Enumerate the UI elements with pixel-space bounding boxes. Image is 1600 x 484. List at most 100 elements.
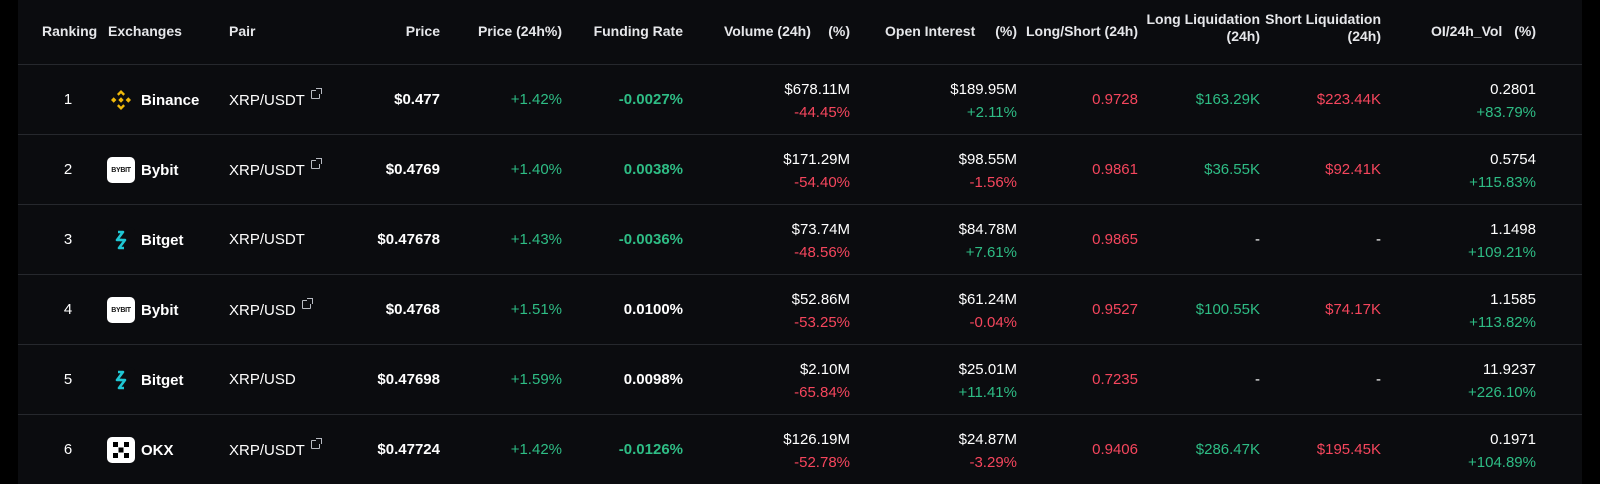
volume-cell: $2.10M -65.84%: [750, 358, 850, 404]
rank-cell: 3: [63, 231, 73, 248]
header-exchanges[interactable]: Exchanges: [108, 23, 182, 39]
external-link-icon[interactable]: [301, 298, 313, 309]
oi-vol-pct: +109.21%: [1468, 244, 1536, 261]
volume-value: $73.74M: [791, 221, 850, 238]
rank-cell: 5: [63, 371, 73, 388]
exchange-cell[interactable]: BYBIT Bybit: [107, 297, 179, 323]
long-short-cell: 0.7235: [1092, 371, 1138, 388]
open-interest-value: $84.78M: [958, 221, 1017, 238]
price-change-cell: +1.51%: [510, 301, 562, 318]
price-change-cell: +1.42%: [510, 441, 562, 458]
table-header: Ranking Exchanges Pair Price Price (24h%…: [18, 0, 1582, 65]
exchange-cell[interactable]: OKX: [107, 437, 174, 463]
pair-cell[interactable]: XRP/USDT: [229, 158, 322, 181]
oi-vol-value: 11.9237: [1482, 361, 1536, 378]
exchange-cell[interactable]: Binance: [107, 87, 199, 113]
bybit-logo-icon: BYBIT: [107, 297, 135, 323]
header-short-liquidation-line2: (24h): [1347, 28, 1381, 44]
bybit-logo-text: BYBIT: [111, 306, 131, 314]
header-price-change[interactable]: Price (24h%): [477, 23, 562, 39]
header-long-short[interactable]: Long/Short (24h): [1026, 23, 1138, 39]
open-interest-pct: +7.61%: [965, 244, 1017, 261]
oi-vol-cell: 0.5754 +115.83%: [1416, 148, 1536, 194]
header-oi-vol[interactable]: OI/24h_Vol: [1431, 23, 1503, 39]
pair-cell[interactable]: XRP/USDT: [229, 88, 322, 111]
volume-pct: -54.40%: [794, 174, 850, 191]
price-change-cell: +1.59%: [510, 371, 562, 388]
exchange-name: Bybit: [141, 301, 179, 319]
bitget-logo-icon: [107, 227, 135, 253]
oi-vol-value: 0.5754: [1490, 151, 1536, 168]
table-row[interactable]: 5 Bitget XRP/USD $0.47698 +1.59% 0.0098% $2.10…: [18, 345, 1582, 415]
exchange-cell[interactable]: Bitget: [107, 227, 184, 253]
pair-cell[interactable]: XRP/USDT: [229, 438, 322, 461]
oi-vol-pct: +226.10%: [1468, 384, 1536, 401]
pair-cell[interactable]: XRP/USD: [229, 370, 296, 390]
header-volume[interactable]: Volume (24h): [724, 23, 811, 39]
header-oi-pct[interactable]: (%): [995, 23, 1017, 39]
external-link-icon[interactable]: [310, 158, 322, 169]
rank-cell: 6: [63, 441, 73, 458]
funding-rate-cell: 0.0100%: [623, 301, 683, 318]
header-ranking[interactable]: Ranking: [42, 23, 98, 39]
price-cell: $0.47678: [377, 231, 440, 248]
header-funding-rate[interactable]: Funding Rate: [593, 23, 683, 39]
pair-cell[interactable]: XRP/USDT: [229, 230, 305, 250]
price-change-cell: +1.43%: [510, 231, 562, 248]
bitget-logo-icon: [107, 367, 135, 393]
table-row[interactable]: 4 BYBIT Bybit XRP/USD $0.4768 +1.51% 0.0100% $5…: [18, 275, 1582, 345]
volume-value: $678.11M: [784, 81, 850, 98]
open-interest-value: $189.95M: [950, 81, 1017, 98]
oi-vol-cell: 1.1585 +113.82%: [1416, 288, 1536, 334]
table-row[interactable]: 6 OKX XRP/USDT $0.47724 +1.42% -0.0126% $126.1…: [18, 415, 1582, 484]
short-liquidation-cell: -: [1376, 371, 1381, 388]
header-short-liquidation-line1: Short Liquidation: [1265, 11, 1381, 27]
table-row[interactable]: 2 BYBIT Bybit XRP/USDT $0.4769 +1.40% 0.0038% $…: [18, 135, 1582, 205]
header-long-liquidation-line2: (24h): [1226, 28, 1260, 44]
open-interest-value: $61.24M: [958, 291, 1017, 308]
oi-vol-pct: +115.83%: [1469, 174, 1536, 191]
price-cell: $0.4769: [385, 161, 440, 178]
oi-vol-value: 0.2801: [1490, 81, 1536, 98]
table-row[interactable]: 1 Binance XRP/USDT $0.477 +1.42% -0.0027% $678…: [18, 65, 1582, 135]
pair-cell[interactable]: XRP/USD: [229, 298, 313, 321]
exchange-name: Bitget: [141, 371, 184, 389]
funding-rate-cell: 0.0038%: [623, 161, 683, 178]
header-long-liquidation-line1: Long Liquidation: [1146, 11, 1260, 27]
header-short-liquidation[interactable]: Short Liquidation (24h): [1261, 11, 1381, 45]
header-price[interactable]: Price: [405, 23, 440, 39]
price-change-cell: +1.42%: [510, 91, 562, 108]
rank-cell: 2: [63, 161, 73, 178]
oi-vol-pct: +113.82%: [1469, 314, 1536, 331]
volume-value: $2.10M: [799, 361, 850, 378]
volume-pct: -53.25%: [794, 314, 850, 331]
oi-vol-pct: +104.89%: [1468, 454, 1536, 471]
header-long-liquidation[interactable]: Long Liquidation (24h): [1140, 11, 1260, 45]
header-pair[interactable]: Pair: [229, 23, 256, 39]
oi-vol-cell: 11.9237 +226.10%: [1416, 358, 1536, 404]
long-liquidation-cell: $163.29K: [1195, 91, 1260, 108]
table-row[interactable]: 3 Bitget XRP/USDT $0.47678 +1.43% -0.0036% $73…: [18, 205, 1582, 275]
funding-rate-cell: -0.0027%: [618, 91, 683, 108]
oi-vol-pct: +83.79%: [1476, 104, 1536, 121]
open-interest-value: $24.87M: [958, 431, 1017, 448]
volume-value: $171.29M: [783, 151, 850, 168]
open-interest-cell: $25.01M +11.41%: [897, 358, 1017, 404]
external-link-icon[interactable]: [310, 438, 322, 449]
exchange-name: Bybit: [141, 161, 179, 179]
long-short-cell: 0.9861: [1092, 161, 1138, 178]
header-volume-pct[interactable]: (%): [828, 23, 850, 39]
open-interest-cell: $98.55M -1.56%: [897, 148, 1017, 194]
table-body: 1 Binance XRP/USDT $0.477 +1.42% -0.0027% $678…: [18, 65, 1582, 484]
header-open-interest[interactable]: Open Interest: [885, 23, 976, 39]
volume-value: $126.19M: [783, 431, 850, 448]
open-interest-cell: $61.24M -0.04%: [897, 288, 1017, 334]
header-oi-vol-pct[interactable]: (%): [1514, 23, 1536, 39]
exchange-cell[interactable]: Bitget: [107, 367, 184, 393]
volume-cell: $171.29M -54.40%: [750, 148, 850, 194]
exchange-cell[interactable]: BYBIT Bybit: [107, 157, 179, 183]
volume-cell: $73.74M -48.56%: [750, 218, 850, 264]
pair-name: XRP/USDT: [229, 442, 305, 459]
external-link-icon[interactable]: [310, 88, 322, 99]
short-liquidation-cell: $223.44K: [1316, 91, 1381, 108]
